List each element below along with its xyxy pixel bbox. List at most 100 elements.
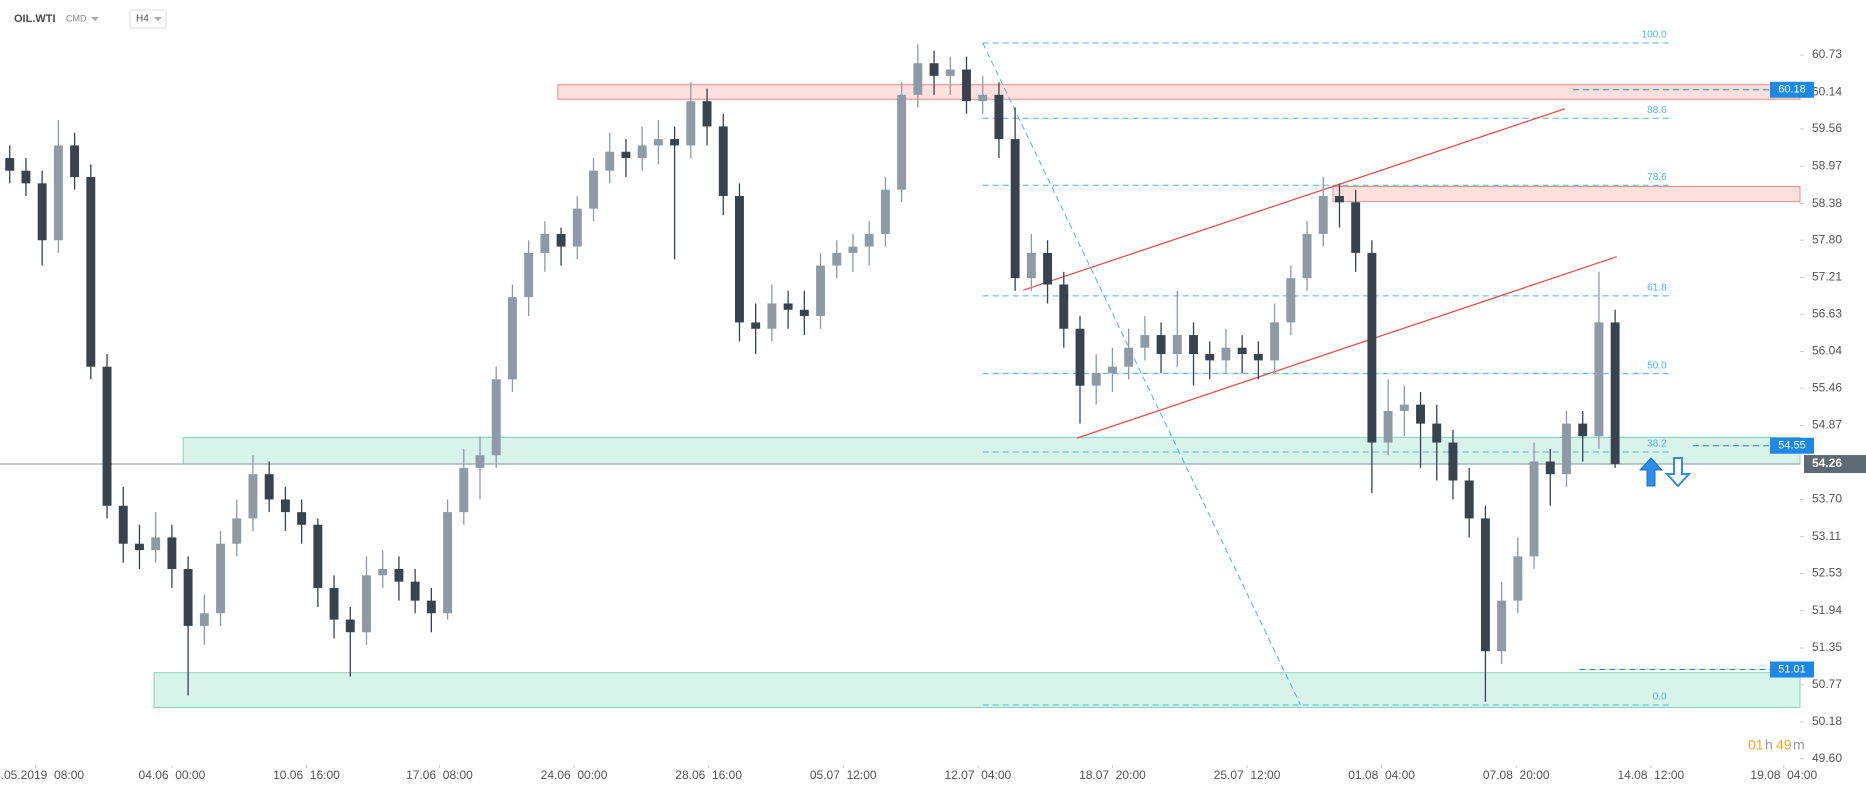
- current-price-box: [1804, 455, 1866, 474]
- candle-body: [767, 303, 777, 329]
- candle-body: [1059, 284, 1069, 329]
- y-tick-label: 60.73: [1812, 47, 1842, 61]
- candle-body: [913, 63, 923, 95]
- candle-body: [1464, 480, 1474, 519]
- candle-body: [491, 379, 501, 456]
- candle-body: [1383, 410, 1393, 443]
- dropdown-caret[interactable]: [154, 17, 162, 21]
- candle-body: [864, 233, 874, 247]
- candle-body: [297, 512, 307, 525]
- candle-body: [1221, 347, 1231, 361]
- symbol: OIL.WTI: [14, 13, 56, 25]
- sell-arrow[interactable]: [1664, 457, 1692, 488]
- x-tick-label: 17.06 08:00: [406, 768, 473, 782]
- fib-label: 0.0: [1653, 692, 1667, 703]
- x-tick-label: 28.06 16:00: [675, 768, 742, 782]
- candle-body: [848, 246, 858, 253]
- candle-body: [1318, 195, 1328, 234]
- candle-body: [1286, 278, 1296, 323]
- candle-body: [524, 252, 534, 298]
- x-tick-label: 14.08 12:00: [1617, 768, 1684, 782]
- candle-body: [1140, 335, 1150, 348]
- y-tick-label: 59.56: [1812, 121, 1842, 135]
- x-tick-label: 25.07 12:00: [1214, 768, 1281, 782]
- candle-body: [426, 600, 436, 614]
- candle-body: [70, 145, 80, 178]
- candle-body: [929, 63, 939, 76]
- timeframe[interactable]: H4: [136, 14, 149, 25]
- candle-body: [443, 512, 453, 614]
- y-tick-label: 58.97: [1812, 158, 1842, 172]
- candle-body: [540, 233, 550, 253]
- candle-body: [1562, 423, 1571, 475]
- candle-body: [994, 94, 1004, 140]
- x-tick-label: 10.06 16:00: [273, 768, 340, 782]
- candle-body: [1107, 366, 1117, 374]
- fib-label: 61.8: [1647, 283, 1667, 294]
- timer-minutes: 49: [1776, 737, 1792, 753]
- candle-body: [1513, 556, 1523, 601]
- y-tick-label: 60.14: [1812, 84, 1842, 98]
- candle-body: [1237, 347, 1247, 355]
- candle-body: [410, 581, 420, 601]
- y-tick-label: 54.87: [1812, 418, 1842, 432]
- candle-body: [1172, 335, 1182, 355]
- x-tick-label: 05.07 12:00: [810, 768, 877, 782]
- buy-arrow[interactable]: [1638, 457, 1664, 487]
- candle-body: [702, 101, 712, 127]
- candle-body: [880, 189, 890, 234]
- y-tick-label: 57.80: [1812, 232, 1842, 246]
- zone: [153, 672, 1801, 708]
- signal-arrows[interactable]: [1638, 457, 1692, 488]
- fib-label: 50.0: [1647, 360, 1667, 371]
- candle-body: [167, 537, 177, 570]
- candle-body: [945, 69, 955, 76]
- timer-hours: 01: [1748, 737, 1764, 753]
- y-tick-label: 51.35: [1812, 640, 1842, 654]
- zone: [182, 437, 1801, 465]
- candle-body: [751, 322, 761, 329]
- plot-area: 100.0 88.6 78.6 61.8 50.0 38.2 0.0 60.73 60.14 59…: [0, 30, 1866, 782]
- channel-line: [1076, 256, 1617, 439]
- candle-body: [1253, 354, 1263, 361]
- timeframe-box[interactable]: [129, 9, 167, 29]
- candle-body: [978, 94, 988, 102]
- candle-body: [1432, 423, 1442, 443]
- dropdown-caret[interactable]: [91, 17, 99, 21]
- candle-body: [329, 587, 339, 620]
- market[interactable]: CMD: [66, 13, 87, 23]
- candle-body: [394, 569, 404, 582]
- candle-body: [1351, 202, 1361, 253]
- fib-label: 78.6: [1647, 172, 1667, 183]
- candle-body: [1043, 252, 1053, 285]
- candle-body: [1335, 195, 1344, 203]
- candle-body: [670, 139, 680, 146]
- price-label-box: [1770, 81, 1814, 98]
- x-tick-label: 24.06 00:00: [541, 768, 608, 782]
- candle-body: [686, 101, 696, 146]
- candle-body: [232, 518, 242, 544]
- candle-body: [653, 139, 663, 146]
- candle-body: [783, 303, 793, 310]
- price-label-box: [1770, 437, 1814, 454]
- y-tick-label: 53.11: [1812, 529, 1841, 543]
- candle-body: [1026, 252, 1036, 279]
- candle-body: [1367, 252, 1377, 443]
- candle-body: [799, 309, 809, 317]
- candle-body: [216, 543, 225, 614]
- candle-body: [37, 183, 47, 241]
- candle-body: [718, 126, 728, 196]
- candle-body: [264, 474, 274, 500]
- candle-body: [151, 537, 161, 551]
- price-label-box: [1770, 661, 1814, 678]
- price-label: 60.18: [1778, 84, 1806, 96]
- candle-body: [605, 151, 615, 171]
- candle-body: [556, 233, 566, 247]
- candle-body: [621, 151, 631, 159]
- timer-unit: h: [1765, 737, 1773, 753]
- candle-body: [1399, 404, 1409, 411]
- candle-body: [1594, 322, 1604, 437]
- candle-body: [1302, 233, 1312, 279]
